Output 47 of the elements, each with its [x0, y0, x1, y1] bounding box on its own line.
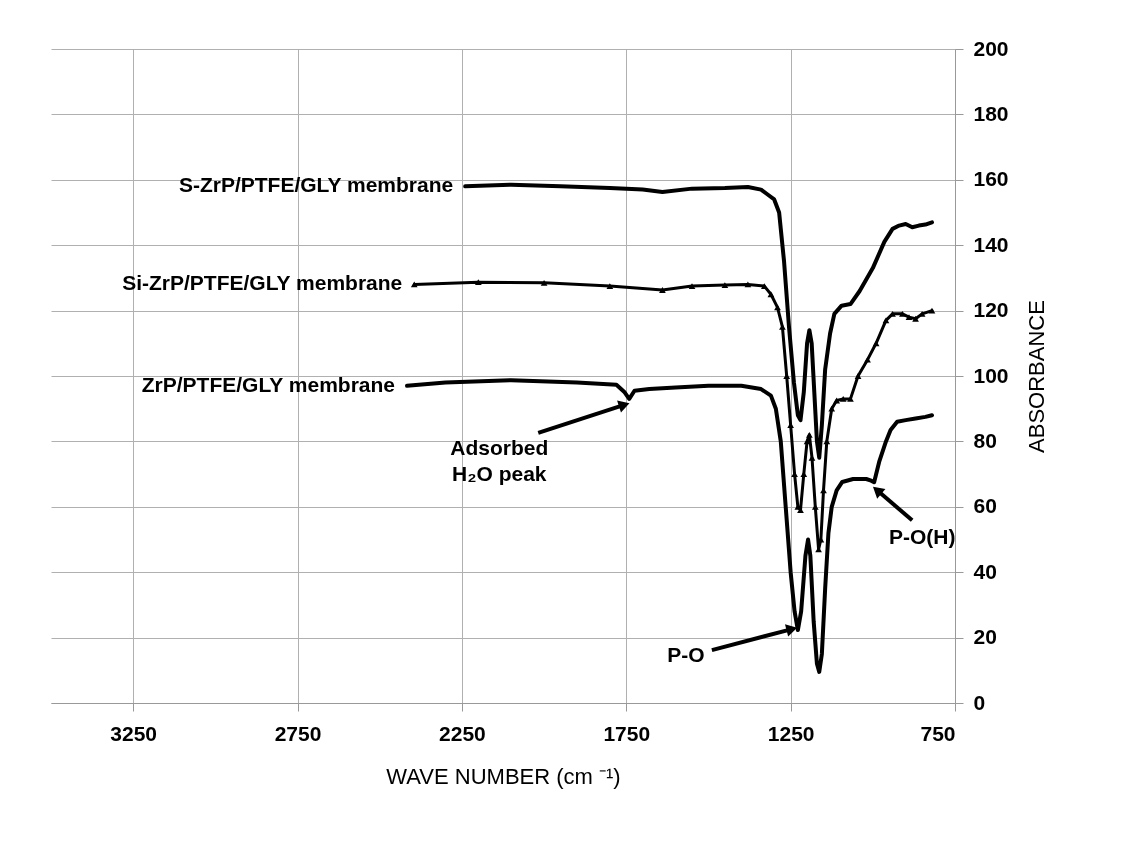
point: [721, 282, 729, 288]
y-tick-label: 200: [973, 36, 1009, 60]
y-tick-label: 140: [973, 232, 1009, 256]
series-label: ZrP/PTFE/GLY membrane: [141, 372, 396, 396]
x-axis-title: WAVE NUMBER (cm ⁻¹): [386, 763, 621, 789]
annotation: P-O(H): [888, 525, 956, 549]
series-label: S-ZrP/PTFE/GLY membrane: [178, 173, 454, 197]
point: [872, 340, 880, 347]
annotation: Adsorbed H₂O peak: [450, 435, 549, 485]
y-tick-label: 60: [973, 494, 997, 518]
y-tick-label: 0: [973, 690, 986, 714]
y-tick-label: 180: [973, 101, 1009, 125]
y-tick-label: 80: [973, 428, 997, 452]
point: [688, 283, 696, 289]
y-tick-label: 40: [973, 559, 997, 583]
x-tick-label: 750: [920, 721, 956, 745]
point: [760, 283, 768, 289]
point: [828, 405, 836, 412]
point: [800, 471, 808, 478]
point: [854, 373, 862, 379]
x-tick-label: 1750: [603, 721, 651, 745]
point: [912, 315, 919, 322]
x-tick-label: 1250: [767, 721, 815, 745]
point: [474, 279, 482, 286]
point: [774, 304, 781, 311]
point: [905, 314, 913, 321]
point: [540, 279, 548, 286]
point: [659, 287, 666, 293]
y-tick-label: 160: [973, 167, 1009, 191]
point: [839, 395, 847, 402]
point: [606, 283, 614, 289]
point: [928, 307, 936, 314]
x-tick-label: 2250: [439, 721, 486, 745]
y-tick-label: 120: [973, 298, 1009, 322]
annotation: P-O: [667, 643, 705, 667]
point: [806, 431, 813, 438]
point: [899, 310, 906, 317]
x-tick-label: 3250: [110, 721, 158, 745]
y-axis-title: ABSORBANCE: [1023, 300, 1049, 453]
x-tick-label: 2750: [274, 721, 322, 745]
series-label: Si-ZrP/PTFE/GLY membrane: [122, 271, 403, 295]
y-tick-label: 100: [973, 363, 1009, 387]
point: [767, 291, 775, 298]
point: [779, 324, 786, 330]
point: [864, 356, 871, 363]
point: [882, 317, 890, 324]
y-tick-label: 20: [973, 625, 997, 649]
